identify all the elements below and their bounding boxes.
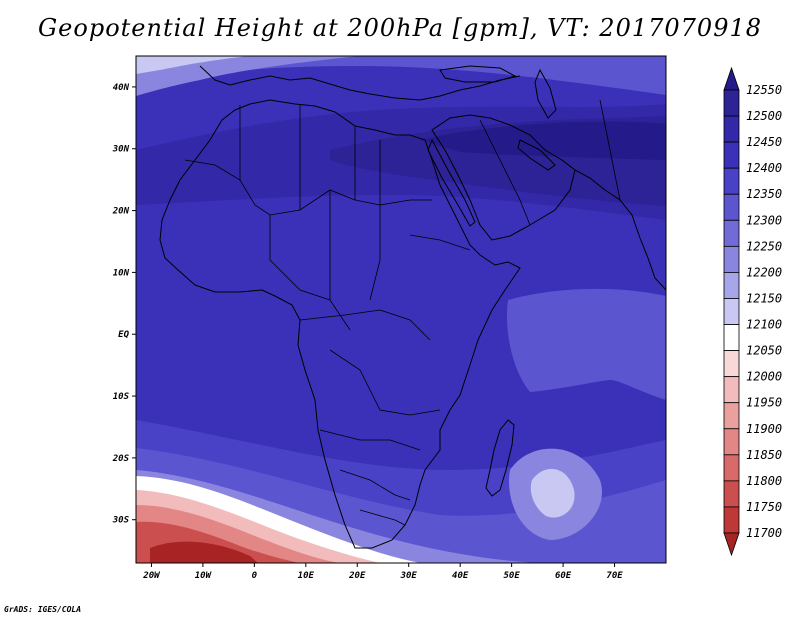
colorbar-swatch bbox=[723, 272, 740, 299]
colorbar-label: 11700 bbox=[746, 526, 782, 540]
lat-tick-label: EQ bbox=[118, 330, 129, 340]
height-field bbox=[136, 56, 666, 563]
colorbar-label: 11800 bbox=[746, 474, 782, 488]
black-sea bbox=[439, 65, 517, 83]
colorbar-label: 12200 bbox=[746, 265, 782, 279]
lon-tick-label: 60E bbox=[555, 571, 572, 581]
colorbar-swatch bbox=[723, 115, 740, 143]
colorbar-swatch bbox=[723, 219, 740, 247]
colorbar-label: 12100 bbox=[746, 318, 782, 332]
colorbar-swatch bbox=[723, 402, 740, 430]
lat-tick-label: 30S bbox=[112, 516, 130, 526]
colorbar-label: 12400 bbox=[746, 161, 782, 175]
colorbar-swatch bbox=[723, 480, 740, 508]
field-northwest-lightest bbox=[136, 56, 250, 74]
lon-tick-label: 50E bbox=[503, 571, 520, 581]
colorbar-swatch bbox=[723, 376, 740, 404]
colorbar-label: 11750 bbox=[746, 500, 782, 514]
field-northwest-lighter bbox=[136, 56, 360, 96]
lon-tick-label: 40E bbox=[452, 571, 469, 581]
colorbar-label: 12250 bbox=[746, 239, 782, 253]
caspian-sea bbox=[534, 68, 557, 119]
colorbar-swatch bbox=[723, 245, 740, 273]
coastlines bbox=[159, 65, 666, 549]
lat-tick-label: 40N bbox=[113, 83, 130, 93]
persian-gulf bbox=[517, 139, 556, 171]
lon-tick-label: 70E bbox=[606, 571, 623, 581]
colorbar-label: 12000 bbox=[746, 370, 782, 384]
colorbar-label: 12350 bbox=[746, 187, 782, 201]
colorbar-swatch bbox=[723, 298, 740, 325]
colorbar-swatch bbox=[723, 89, 740, 117]
colorbar-label: 12550 bbox=[746, 83, 782, 97]
country-borders bbox=[184, 99, 621, 526]
colorbar-swatch bbox=[723, 167, 740, 195]
madagascar-coast bbox=[485, 419, 515, 497]
colorbar-swatch bbox=[723, 454, 740, 482]
colorbar-label: 12450 bbox=[746, 135, 782, 149]
colorbar-bottom-arrow bbox=[723, 532, 740, 557]
lat-tick-label: 20N bbox=[112, 207, 130, 217]
lat-tick-label: 10N bbox=[113, 268, 130, 278]
arabia-coast bbox=[431, 114, 576, 241]
field-indian-ocean bbox=[506, 288, 666, 400]
lon-tick-label: 0 bbox=[252, 571, 258, 581]
colorbar-label: 11850 bbox=[746, 448, 782, 462]
colorbar-swatch bbox=[723, 428, 740, 456]
asia-coast bbox=[574, 169, 666, 291]
colorbar-swatch bbox=[723, 506, 740, 534]
plot-frame bbox=[135, 55, 667, 564]
field-madagascar-low-inner bbox=[530, 468, 575, 518]
lon-tick-label: 20W bbox=[142, 571, 161, 581]
europe-coast bbox=[199, 65, 521, 101]
field-low-core bbox=[150, 541, 258, 563]
colorbar-label: 12300 bbox=[746, 213, 782, 227]
red-sea bbox=[427, 138, 476, 227]
lon-tick-label: 10E bbox=[298, 571, 315, 581]
colorbar-swatch bbox=[723, 193, 740, 221]
colorbar-label: 12150 bbox=[746, 291, 782, 305]
colorbar-swatch bbox=[723, 350, 740, 378]
lat-tick-label: 20S bbox=[112, 454, 130, 464]
lon-tick-label: 20E bbox=[348, 571, 366, 581]
colorbar-label: 12500 bbox=[746, 109, 782, 123]
field-max-core bbox=[420, 121, 666, 160]
lat-tick-label: 10S bbox=[113, 392, 130, 402]
colorbar: 12550 12500 12450 12400 12350 12300 12250 12200… bbox=[723, 66, 782, 557]
colorbar-label: 12050 bbox=[746, 344, 782, 358]
colorbar-label: 11950 bbox=[746, 396, 782, 410]
map-title: Geopotential Height at 200hPa [gpm], VT:… bbox=[38, 14, 762, 42]
colorbar-swatch bbox=[723, 324, 740, 351]
colorbar-top-arrow bbox=[723, 66, 740, 91]
africa-coast bbox=[159, 99, 521, 549]
lat-axis: 40N 30N 20N 10N EQ 10S 20S 30S bbox=[112, 83, 136, 526]
grads-credit: GrADS: IGES/COLA bbox=[4, 605, 82, 614]
colorbar-swatch bbox=[723, 141, 740, 169]
lon-tick-label: 10W bbox=[195, 571, 213, 581]
lon-tick-label: 30E bbox=[400, 571, 418, 581]
colorbar-label: 11900 bbox=[746, 422, 782, 436]
lon-axis: 20W 10W 0 10E 20E 30E 40E 50E 60E 70E bbox=[142, 563, 623, 581]
lat-tick-label: 30N bbox=[112, 145, 130, 155]
